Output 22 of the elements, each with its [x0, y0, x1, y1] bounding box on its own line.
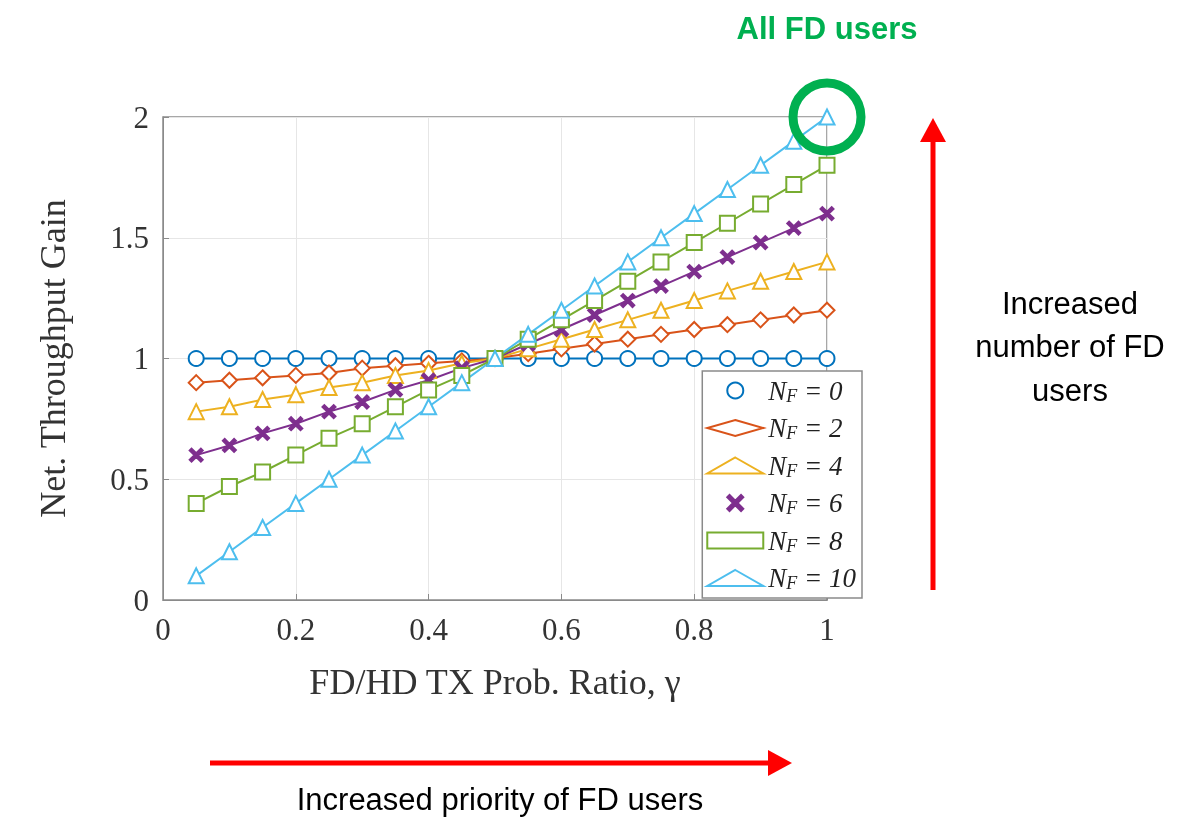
y-tick-label: 0 [133, 582, 149, 618]
x-tick-label: 0.8 [674, 612, 714, 647]
legend-label: NF = 10 [767, 563, 857, 593]
x-tick-label: 0.6 [542, 612, 581, 647]
x-tick-label: 1 [819, 612, 835, 647]
x-tick-label: 0.2 [276, 612, 316, 647]
legend-label: NF = 6 [767, 488, 843, 518]
y-tick-label: 0.5 [110, 461, 149, 497]
x-tick-label: 0.4 [409, 612, 449, 647]
y-tick-label: 1.5 [110, 220, 149, 256]
legend-label: NF = 4 [767, 450, 843, 481]
legend-label: NF = 8 [767, 525, 843, 556]
y-tick-label: 1 [133, 341, 149, 376]
x-tick-label: 0 [155, 612, 171, 647]
annotation: All FD users [735, 10, 919, 48]
legend-label: NF = 0 [767, 375, 843, 406]
x-axis-title: FD/HD TX Prob. Ratio, γ [309, 662, 681, 702]
y-axis-title: Net. Throughput Gain [33, 199, 73, 518]
y-tick-label: 2 [133, 99, 149, 135]
text: Increased number of FD users [974, 285, 1166, 410]
legend-label: NF = 2 [767, 413, 843, 443]
text: Increased priority of FD users [295, 781, 705, 819]
